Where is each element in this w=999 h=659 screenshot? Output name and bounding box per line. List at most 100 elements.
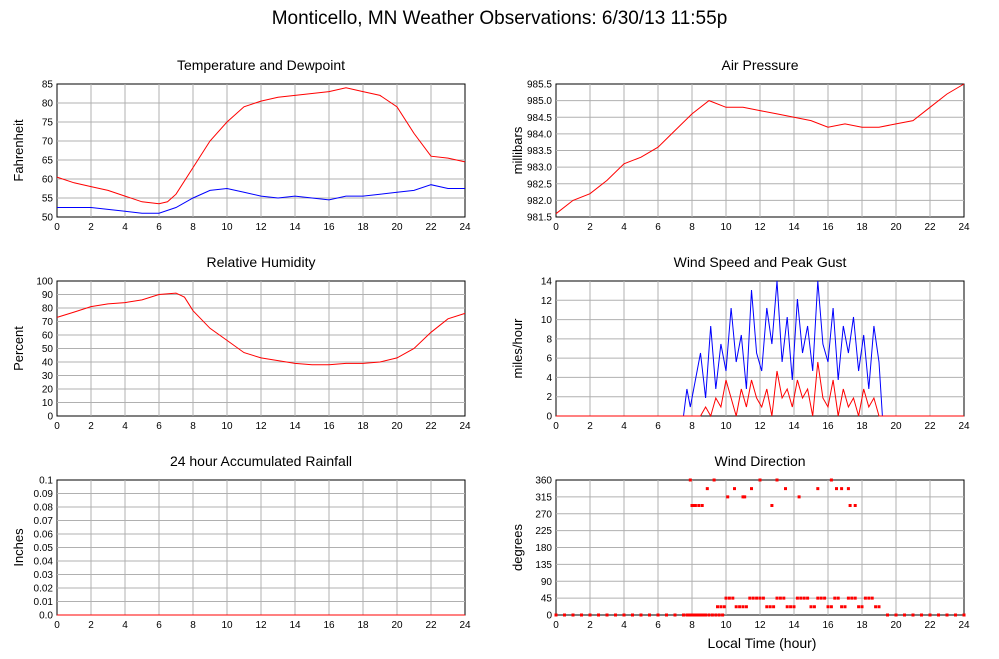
data-point: [853, 504, 857, 507]
y-axis-label: Inches: [11, 528, 26, 567]
chart-title: Wind Direction: [714, 453, 805, 469]
x-tick-label: 20: [890, 222, 902, 233]
x-tick-label: 14: [289, 421, 301, 432]
x-tick-label: 10: [221, 620, 233, 631]
x-tick-label: 24: [459, 421, 471, 432]
y-tick-label: 60: [42, 175, 54, 186]
data-point: [748, 596, 752, 600]
y-tick-label: 90: [541, 577, 553, 588]
data-point: [819, 596, 823, 600]
x-tick-label: 4: [621, 421, 627, 432]
x-tick-label: 16: [822, 620, 834, 631]
data-point: [954, 613, 957, 617]
y-tick-label: 981.5: [527, 213, 552, 224]
data-point: [836, 596, 840, 600]
data-point: [688, 613, 692, 617]
x-tick-label: 2: [88, 222, 94, 233]
x-tick-label: 6: [655, 620, 661, 631]
data-point: [702, 613, 706, 617]
data-point: [812, 605, 816, 609]
y-tick-label: 20: [42, 385, 54, 396]
y-tick-label: 0: [546, 611, 552, 622]
x-tick-label: 22: [924, 222, 936, 233]
x-tick-label: 22: [425, 421, 437, 432]
data-point: [867, 596, 871, 600]
data-point: [687, 613, 691, 617]
y-tick-label: 75: [42, 118, 54, 129]
x-tick-label: 20: [890, 620, 902, 631]
series-line: [56, 87, 466, 205]
chart-humidity: 0 2 4 6 8 10 12 14 16 18 20 22 240102030405060708090…: [11, 254, 471, 432]
x-tick-label: 6: [156, 222, 162, 233]
data-point: [870, 596, 874, 600]
x-tick-label: 0: [54, 620, 60, 631]
y-tick-label: 6: [546, 354, 552, 365]
x-tick-label: 10: [720, 421, 732, 432]
data-point: [795, 596, 799, 600]
data-point: [712, 478, 716, 482]
chart-temp: 0 2 4 6 8 10 12 14 16 18 20 22 245055606570758085Tem…: [11, 57, 471, 233]
data-point: [809, 605, 813, 609]
y-tick-label: 984.0: [527, 129, 552, 140]
data-point: [799, 596, 803, 600]
data-point: [840, 487, 844, 491]
x-tick-label: 18: [856, 421, 868, 432]
data-point: [724, 596, 728, 600]
y-tick-label: 315: [535, 492, 552, 503]
data-point: [741, 495, 745, 499]
x-tick-label: 0: [54, 222, 60, 233]
x-tick-label: 22: [425, 222, 437, 233]
y-tick-label: 12: [541, 296, 553, 307]
x-tick-label: 20: [890, 421, 902, 432]
data-point: [835, 487, 838, 491]
y-tick-label: 80: [42, 99, 54, 110]
x-tick-label: 18: [856, 620, 868, 631]
y-tick-label: 0.03: [34, 570, 54, 581]
x-tick-label: 0: [553, 620, 559, 631]
data-point: [846, 596, 850, 600]
y-tick-label: 55: [42, 194, 54, 205]
y-tick-label: 4: [546, 373, 552, 384]
data-point: [775, 478, 779, 482]
data-point: [697, 613, 701, 617]
x-tick-label: 24: [459, 222, 471, 233]
y-tick-label: 0.07: [34, 516, 54, 527]
y-tick-label: 0.01: [34, 597, 54, 608]
y-tick-label: 90: [42, 290, 54, 301]
series-line: [556, 280, 964, 417]
data-point: [928, 613, 932, 617]
x-tick-label: 10: [720, 620, 732, 631]
data-point: [714, 613, 718, 617]
y-tick-label: 40: [42, 358, 54, 369]
data-point: [690, 613, 694, 617]
x-tick-label: 6: [655, 222, 661, 233]
x-tick-label: 0: [553, 421, 559, 432]
y-tick-label: 0: [546, 412, 552, 423]
data-point: [755, 596, 759, 600]
y-tick-label: 985.5: [527, 80, 552, 91]
data-point: [554, 613, 558, 617]
data-point: [797, 495, 801, 499]
x-tick-label: 12: [754, 620, 766, 631]
x-tick-label: 20: [391, 222, 403, 233]
x-tick-label: 8: [689, 421, 695, 432]
data-point: [692, 504, 696, 507]
y-tick-label: 10: [541, 315, 553, 326]
y-tick-label: 10: [42, 398, 54, 409]
x-tick-label: 2: [88, 620, 94, 631]
data-point: [614, 613, 617, 617]
data-point: [639, 613, 643, 617]
x-axis-label: Local Time (hour): [707, 635, 817, 651]
x-tick-label: 16: [822, 421, 834, 432]
y-tick-label: 60: [42, 331, 54, 342]
data-point: [920, 613, 923, 617]
chart-winddir: 0 2 4 6 8 10 12 14 16 18 20 22 240459013518022527031…: [510, 453, 970, 631]
x-tick-label: 14: [289, 222, 301, 233]
y-tick-label: 2: [546, 392, 552, 403]
x-tick-label: 4: [122, 620, 128, 631]
x-tick-label: 18: [357, 620, 369, 631]
y-tick-label: 982.0: [527, 196, 552, 207]
y-tick-label: 70: [42, 317, 54, 328]
data-point: [848, 504, 852, 507]
data-point: [789, 605, 793, 609]
